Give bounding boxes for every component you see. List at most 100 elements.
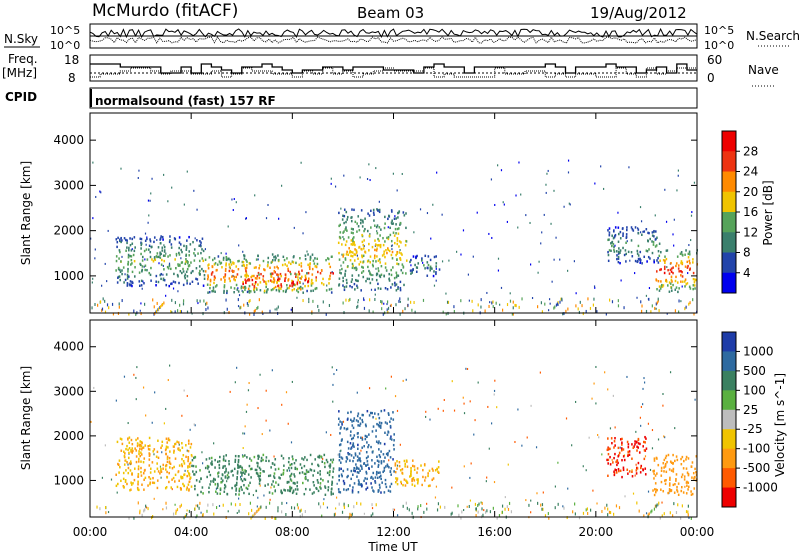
data-cell	[165, 437, 168, 440]
data-cell	[118, 257, 120, 260]
data-cell	[130, 462, 132, 465]
data-cell	[389, 233, 392, 237]
data-cell	[367, 265, 369, 269]
data-cell	[349, 297, 351, 301]
data-cell	[187, 457, 190, 460]
data-cell	[133, 467, 136, 470]
data-cell	[606, 448, 609, 452]
data-cell	[693, 475, 696, 479]
data-cell	[299, 257, 301, 260]
data-cell	[290, 308, 292, 311]
data-cell	[264, 282, 267, 285]
data-cell	[185, 488, 188, 491]
data-cell	[215, 490, 217, 493]
data-cell	[90, 237, 92, 240]
data-cell	[187, 459, 189, 463]
data-cell	[345, 488, 348, 492]
data-cell	[473, 433, 475, 436]
data-cell	[657, 438, 660, 441]
data-cell	[213, 442, 215, 445]
data-cell	[304, 284, 306, 288]
data-cell	[354, 288, 356, 291]
data-cell	[687, 264, 689, 268]
data-cell	[226, 291, 228, 295]
data-cell	[664, 436, 666, 439]
data-cell	[331, 255, 333, 258]
data-cell	[674, 482, 676, 486]
data-cell	[174, 503, 176, 506]
data-cell	[122, 471, 125, 475]
data-cell	[390, 375, 392, 378]
data-cell	[319, 486, 321, 489]
data-cell	[355, 249, 358, 252]
data-cell	[182, 302, 185, 306]
data-cell	[175, 267, 177, 270]
data-cell	[677, 493, 680, 497]
data-cell	[521, 444, 523, 447]
data-cell	[692, 271, 695, 275]
data-cell	[342, 301, 344, 305]
data-cell	[269, 429, 271, 432]
data-cell	[341, 423, 343, 426]
data-cell	[648, 297, 650, 301]
data-cell	[360, 436, 362, 439]
data-cell	[242, 280, 244, 284]
data-cell	[241, 472, 243, 475]
data-cell	[241, 289, 243, 292]
data-cell	[257, 407, 259, 410]
data-cell	[663, 479, 666, 482]
data-cell	[501, 504, 504, 508]
data-cell	[228, 462, 230, 466]
data-cell	[269, 266, 271, 269]
data-cell	[137, 475, 140, 478]
data-cell	[563, 205, 565, 208]
data-cell	[219, 455, 221, 459]
data-cell	[278, 288, 280, 292]
data-cell	[542, 507, 544, 511]
data-cell	[361, 484, 363, 487]
data-cell	[271, 369, 273, 372]
data-cell	[375, 473, 378, 476]
data-cell	[401, 253, 403, 256]
data-cell	[241, 264, 243, 267]
data-cell	[647, 255, 650, 259]
data-cell	[383, 491, 386, 494]
data-cell	[682, 280, 684, 283]
data-cell	[245, 486, 248, 490]
data-cell	[405, 479, 407, 482]
data-cell	[675, 511, 678, 515]
data-cell	[586, 507, 588, 511]
data-cell	[328, 473, 331, 477]
data-cell	[185, 455, 187, 459]
data-cell	[441, 213, 443, 216]
data-cell	[323, 462, 326, 465]
nave-trace	[90, 67, 697, 78]
data-cell	[546, 172, 548, 175]
data-cell	[223, 490, 226, 493]
data-cell	[131, 242, 134, 245]
data-cell	[132, 482, 134, 485]
data-cell	[545, 183, 547, 186]
data-cell	[144, 264, 147, 267]
data-cell	[384, 222, 386, 225]
data-cell	[442, 310, 444, 314]
data-cell	[138, 457, 140, 461]
data-cell	[177, 448, 180, 451]
data-cell	[240, 478, 243, 481]
data-cell	[619, 469, 622, 472]
data-cell	[621, 459, 623, 462]
data-cell	[432, 203, 434, 206]
data-cell	[477, 504, 479, 508]
data-cell	[627, 450, 630, 454]
data-cell	[607, 452, 610, 456]
data-cell	[224, 275, 226, 278]
data-cell	[302, 232, 304, 235]
data-cell	[693, 284, 696, 287]
data-cell	[394, 284, 396, 287]
data-cell	[91, 306, 93, 310]
data-cell	[356, 222, 358, 225]
data-cell	[124, 479, 127, 482]
data-cell	[326, 471, 329, 475]
data-cell	[128, 446, 131, 450]
data-cell	[161, 444, 163, 447]
